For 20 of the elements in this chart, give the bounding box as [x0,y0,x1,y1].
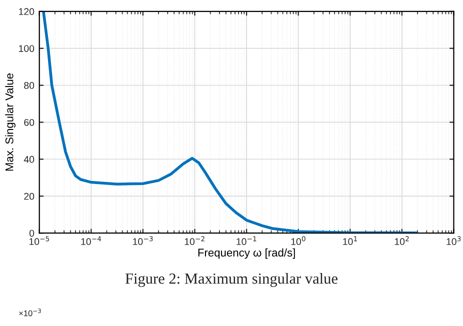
text: ×10$^{−3}$ [19,308,41,316]
x-tick-label: 10$^{−2}$ [184,236,204,246]
x-tick-label: 10$^{−3}$ [133,236,153,246]
x-tick-label: 10$^{3}$ [446,236,461,246]
y-tick-label: 20 [24,192,34,200]
y-tick-label: 120 [19,8,34,16]
x-tick-label: 10$^{−1}$ [236,236,256,246]
x-tick-label: 10$^{0}$ [291,236,306,246]
caption: Figure 2: Maximum singular value [125,273,338,287]
y-tick-label: 60 [24,118,34,126]
y-tick-label: 100 [19,45,34,52]
y-tick-label: 80 [24,82,34,89]
x-tick-label: 10$^{−4}$ [81,236,102,246]
y-axis-title: Max. Singular Value [5,73,16,171]
y-tick-label: 40 [24,156,34,163]
x-tick-label: 10$^{2}$ [394,236,409,246]
x-tick-label: 10$^{−5}$ [29,236,50,246]
x-axis-title: Frequency ω [rad/s] [198,248,295,259]
x-tick-label: 10$^{1}$ [343,236,357,246]
y-tick-label: 0 [29,230,34,237]
